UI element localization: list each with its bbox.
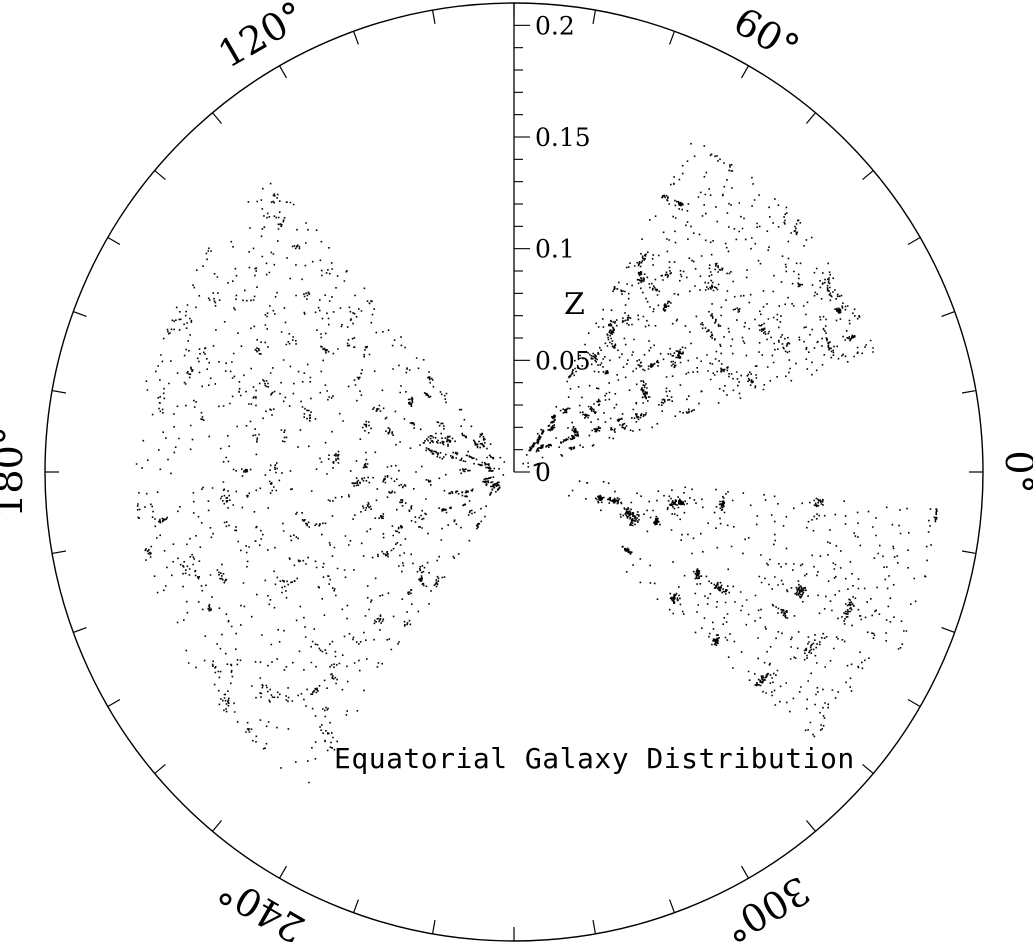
angle-tick: [806, 820, 816, 832]
angle-tick: [154, 764, 166, 774]
galaxy-point-cloud: [568, 480, 938, 650]
redshift-tick-label: 0.1: [535, 235, 575, 264]
angle-tick: [862, 170, 874, 180]
redshift-tick-label: 0.15: [535, 123, 591, 152]
galaxy-point-cloud: [621, 545, 870, 738]
angle-label: 0°: [997, 450, 1033, 493]
angle-tick: [73, 311, 87, 317]
redshift-tick-label: 0.05: [535, 346, 591, 375]
angle-tick: [941, 627, 955, 633]
angle-tick: [907, 236, 921, 246]
angle-tick: [278, 65, 288, 79]
redshift-tick-label: 0: [535, 458, 551, 487]
angle-label: 120°: [211, 0, 312, 77]
angle-label: 240°: [211, 867, 312, 945]
angle-tick: [592, 10, 597, 25]
angle-tick: [107, 698, 121, 708]
angle-tick: [806, 112, 816, 124]
angle-tick: [669, 899, 675, 913]
angle-tick: [961, 389, 976, 394]
angle-tick: [212, 820, 222, 832]
chart-title: Equatorial Galaxy Distribution: [334, 742, 855, 775]
angle-label: 300°: [716, 867, 817, 945]
angle-tick: [669, 31, 675, 45]
angle-tick: [353, 899, 359, 913]
angle-tick: [862, 764, 874, 774]
angle-tick: [592, 919, 597, 934]
galaxy-point-cloud: [522, 142, 874, 468]
galaxy-points: [135, 142, 938, 784]
angle-tick: [431, 10, 436, 25]
angle-tick: [52, 389, 67, 394]
angle-tick: [278, 865, 288, 879]
redshift-axis: 0 0.05 0.1 0.15 0.2: [513, 3, 591, 487]
angle-tick: [212, 112, 222, 124]
angle-tick: [740, 865, 750, 879]
redshift-axis-label: Z: [564, 287, 585, 322]
angle-tick: [353, 31, 359, 45]
angle-tick: [52, 550, 67, 555]
redshift-tick-label: 0.2: [535, 11, 575, 40]
galaxy-point-cloud: [135, 182, 506, 784]
angle-tick: [941, 311, 955, 317]
angle-tick: [73, 627, 87, 633]
angle-tick: [740, 65, 750, 79]
angle-tick: [154, 170, 166, 180]
angle-label: 180°: [0, 426, 31, 518]
angle-tick: [431, 919, 436, 934]
angle-tick: [107, 236, 121, 246]
angle-tick: [961, 550, 976, 555]
angle-tick: [907, 698, 921, 708]
